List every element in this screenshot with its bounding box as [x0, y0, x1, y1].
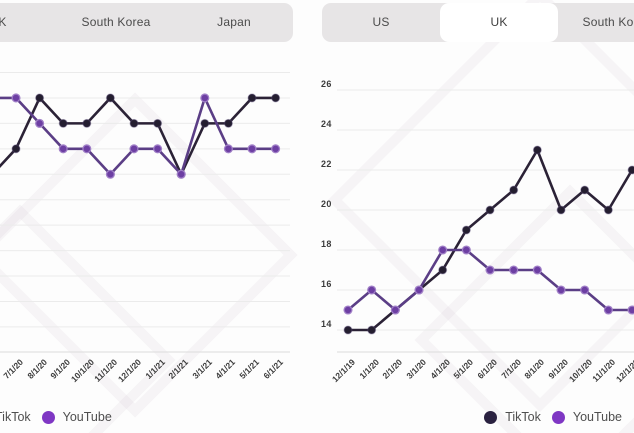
panel-left: UK South Korea Japan TikTok YouTube [0, 0, 296, 433]
data-point-tiktok [367, 325, 377, 335]
data-point-youtube [247, 144, 257, 154]
data-point-youtube [414, 285, 424, 295]
legend-left: TikTok YouTube [0, 410, 112, 424]
data-point-tiktok [603, 205, 613, 215]
legend-label: YouTube [62, 410, 112, 424]
data-point-youtube [223, 144, 233, 154]
data-point-youtube [556, 285, 566, 295]
tab-south-korea[interactable]: South Korea [582, 15, 634, 29]
data-point-tiktok [343, 325, 353, 335]
data-point-youtube [35, 118, 45, 128]
tab-uk[interactable]: UK [0, 15, 7, 29]
data-point-youtube [509, 265, 519, 275]
data-point-youtube [271, 144, 281, 154]
data-point-tiktok [153, 118, 163, 128]
data-point-youtube [627, 305, 634, 315]
data-point-youtube [438, 245, 448, 255]
series-line-tiktok [346, 148, 634, 332]
legend-label: TikTok [505, 410, 541, 424]
data-point-youtube [603, 305, 613, 315]
tiktok-legend-dot-icon [484, 410, 498, 424]
tabbar-left: UK South Korea Japan [0, 3, 293, 42]
series-line-youtube [346, 248, 634, 312]
data-point-youtube [200, 93, 210, 103]
legend-item-tiktok[interactable]: TikTok [484, 410, 541, 424]
data-point-tiktok [485, 205, 495, 215]
tabbar-right: US UK South Korea [322, 3, 634, 42]
legend-item-youtube[interactable]: YouTube [551, 410, 622, 424]
tab-uk[interactable]: UK [440, 3, 558, 42]
data-point-youtube [153, 144, 163, 154]
data-point-youtube [82, 144, 92, 154]
legend-item-tiktok[interactable]: TikTok [0, 410, 31, 424]
data-point-tiktok [105, 93, 115, 103]
data-point-tiktok [461, 225, 471, 235]
data-point-tiktok [509, 185, 519, 195]
legend-right: TikTok YouTube [484, 410, 622, 424]
data-point-youtube [367, 285, 377, 295]
data-point-youtube [176, 169, 186, 179]
data-point-youtube [580, 285, 590, 295]
data-point-tiktok [35, 93, 45, 103]
tab-us[interactable]: US [372, 15, 390, 29]
data-point-tiktok [580, 185, 590, 195]
youtube-legend-dot-icon [41, 410, 55, 424]
data-point-youtube [532, 265, 542, 275]
data-point-youtube [461, 245, 471, 255]
data-point-tiktok [82, 118, 92, 128]
data-point-youtube [11, 93, 21, 103]
data-point-tiktok [627, 165, 634, 175]
data-point-youtube [390, 305, 400, 315]
tab-japan[interactable]: Japan [217, 15, 251, 29]
data-point-tiktok [200, 118, 210, 128]
youtube-legend-dot-icon [551, 410, 565, 424]
legend-item-youtube[interactable]: YouTube [41, 410, 112, 424]
data-point-tiktok [129, 118, 139, 128]
legend-label: TikTok [0, 410, 31, 424]
data-point-youtube [105, 169, 115, 179]
data-point-tiktok [556, 205, 566, 215]
data-point-tiktok [271, 93, 281, 103]
data-point-youtube [129, 144, 139, 154]
data-point-youtube [58, 144, 68, 154]
panel-right: US UK South Korea TikTok YouTube [322, 0, 634, 433]
data-point-youtube [343, 305, 353, 315]
data-point-tiktok [58, 118, 68, 128]
data-point-tiktok [223, 118, 233, 128]
legend-label: YouTube [572, 410, 622, 424]
data-point-tiktok [438, 265, 448, 275]
data-point-youtube [485, 265, 495, 275]
data-point-tiktok [11, 144, 21, 154]
tab-south-korea[interactable]: South Korea [81, 15, 151, 29]
data-point-tiktok [247, 93, 257, 103]
data-point-tiktok [532, 145, 542, 155]
